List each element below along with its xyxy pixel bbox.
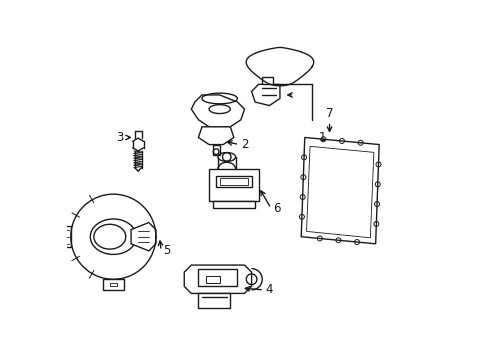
Polygon shape — [191, 95, 244, 127]
Polygon shape — [251, 84, 279, 105]
Polygon shape — [184, 265, 251, 293]
Polygon shape — [209, 169, 258, 201]
Text: 1: 1 — [318, 131, 326, 144]
Polygon shape — [212, 201, 255, 208]
Polygon shape — [131, 222, 156, 251]
Text: 2: 2 — [241, 138, 248, 151]
Polygon shape — [212, 145, 219, 155]
Polygon shape — [102, 279, 124, 290]
Polygon shape — [301, 138, 378, 244]
Polygon shape — [198, 127, 233, 145]
Polygon shape — [262, 77, 272, 84]
Polygon shape — [198, 293, 230, 307]
Polygon shape — [60, 226, 71, 247]
Text: 6: 6 — [272, 202, 280, 215]
Text: 5: 5 — [163, 244, 170, 257]
Text: 7: 7 — [325, 107, 333, 120]
Text: 4: 4 — [265, 283, 273, 296]
Text: 3: 3 — [116, 131, 124, 144]
